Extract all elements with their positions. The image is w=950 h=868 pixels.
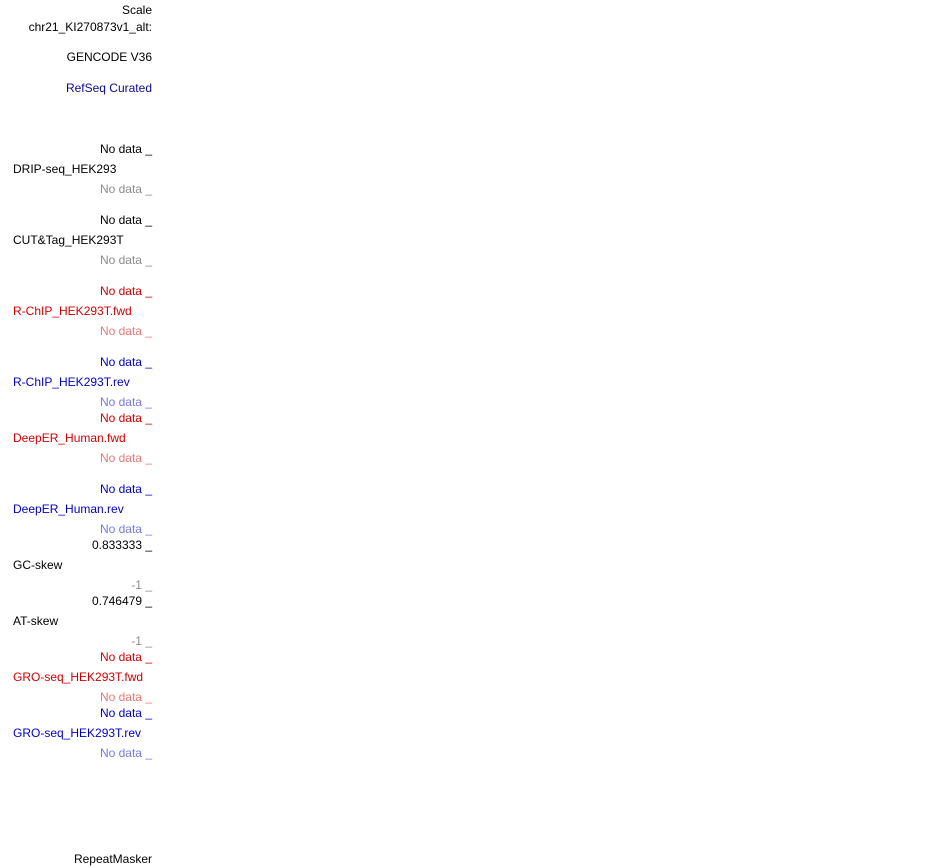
at-skew-min-label: -1 _ bbox=[131, 634, 152, 648]
chromosome-label[interactable]: chr21_KI270873v1_alt: bbox=[28, 20, 152, 34]
drip-seq-track-name[interactable]: DRIP-seq_HEK293 bbox=[13, 162, 117, 176]
at-skew-max-label: 0.746479 _ bbox=[91, 594, 152, 608]
repeatmasker-track-label[interactable]: RepeatMasker bbox=[73, 852, 152, 866]
rchip-fwd-max-label: No data _ bbox=[99, 284, 152, 298]
at-skew-track-name[interactable]: AT-skew bbox=[13, 614, 59, 628]
rchip-rev-max-label: No data _ bbox=[99, 355, 152, 369]
rchip-fwd-min-label: No data _ bbox=[99, 324, 152, 338]
gro-seq-fwd-max-label: No data _ bbox=[99, 650, 152, 664]
cut-tag-min-label: No data _ bbox=[99, 253, 152, 267]
gro-seq-fwd-min-label: No data _ bbox=[99, 690, 152, 704]
scale-label[interactable]: Scale bbox=[121, 3, 152, 17]
rchip-fwd-track-name[interactable]: R-ChIP_HEK293T.fwd bbox=[13, 304, 132, 318]
rchip-rev-track-name[interactable]: R-ChIP_HEK293T.rev bbox=[13, 375, 130, 389]
deeper-fwd-max-label: No data _ bbox=[99, 411, 152, 425]
drip-seq-max-label: No data _ bbox=[99, 142, 152, 156]
deeper-fwd-min-label: No data _ bbox=[99, 451, 152, 465]
gro-seq-fwd-track-name[interactable]: GRO-seq_HEK293T.fwd bbox=[13, 670, 144, 684]
drip-seq-min-label: No data _ bbox=[99, 182, 152, 196]
refseq-track-label[interactable]: RefSeq Curated bbox=[65, 81, 152, 95]
gro-seq-rev-track-name[interactable]: GRO-seq_HEK293T.rev bbox=[13, 726, 142, 740]
rchip-rev-min-label: No data _ bbox=[99, 395, 152, 409]
cut-tag-max-label: No data _ bbox=[99, 213, 152, 227]
gc-skew-track-name[interactable]: GC-skew bbox=[13, 558, 63, 572]
deeper-fwd-track-name[interactable]: DeepER_Human.fwd bbox=[13, 431, 126, 445]
deeper-rev-max-label: No data _ bbox=[99, 482, 152, 496]
cut-tag-track-name[interactable]: CUT&Tag_HEK293T bbox=[13, 233, 124, 247]
deeper-rev-track-name[interactable]: DeepER_Human.rev bbox=[13, 502, 124, 516]
gro-seq-rev-min-label: No data _ bbox=[99, 746, 152, 760]
gc-skew-min-label: -1 _ bbox=[131, 578, 152, 592]
gc-skew-max-label: 0.833333 _ bbox=[91, 538, 152, 552]
gro-seq-rev-max-label: No data _ bbox=[99, 706, 152, 720]
gencode-track-label[interactable]: GENCODE V36 bbox=[66, 50, 152, 64]
deeper-rev-min-label: No data _ bbox=[99, 522, 152, 536]
